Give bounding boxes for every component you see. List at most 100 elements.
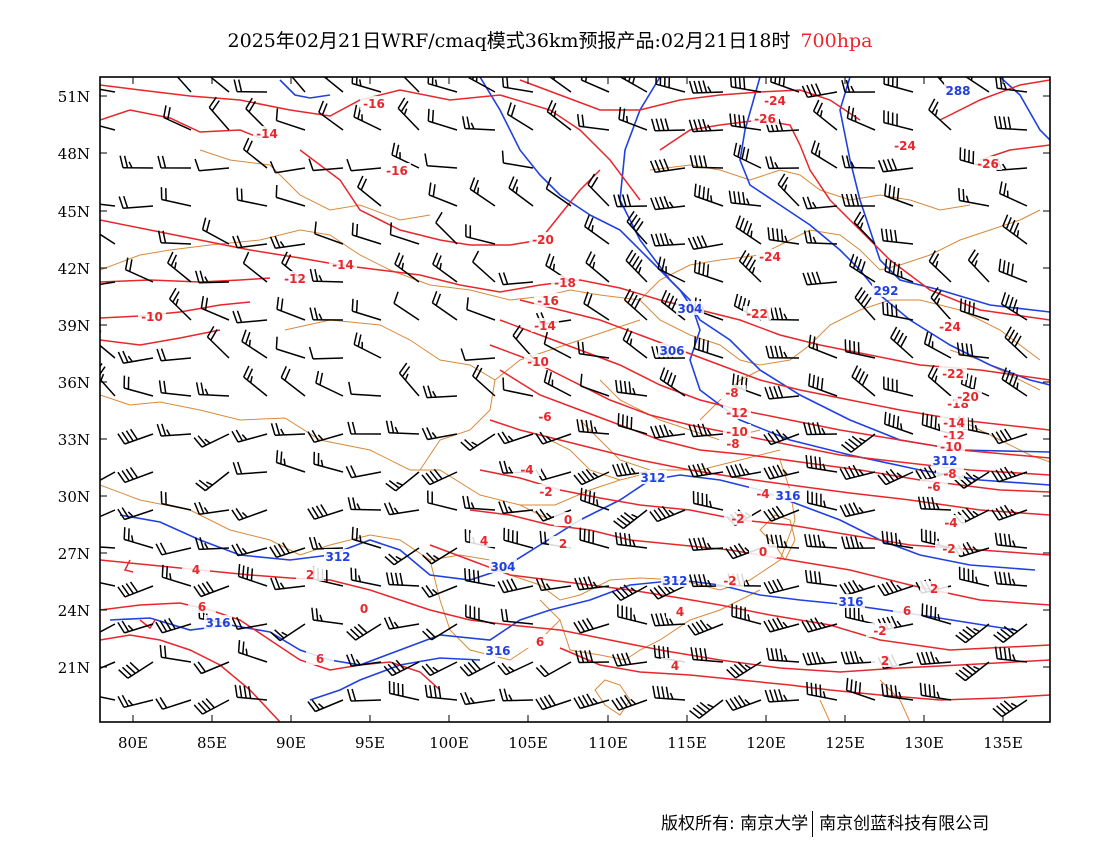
wind-barb xyxy=(763,617,800,633)
temperature-label-bg xyxy=(549,536,577,550)
temperature-label: 0 xyxy=(759,545,767,559)
temperature-label-bg xyxy=(554,512,582,526)
height-contour xyxy=(119,474,1036,581)
wind-barb xyxy=(802,651,838,666)
wind-barb xyxy=(308,536,344,550)
wind-barb xyxy=(615,379,648,397)
wind-barb xyxy=(309,307,344,321)
wind-barb xyxy=(841,433,876,453)
wind-barb xyxy=(655,77,686,93)
wind-barb xyxy=(432,252,458,283)
wind-barb xyxy=(765,345,800,359)
lon-tick-label: 80E xyxy=(118,734,148,752)
lon-tick-label: 100E xyxy=(429,734,469,752)
height-label-bg xyxy=(658,343,686,357)
wind-barb xyxy=(937,77,952,93)
height-label-bg xyxy=(676,301,704,315)
wind-barb xyxy=(498,500,534,514)
wind-barb xyxy=(1004,326,1028,359)
wind-barb xyxy=(1002,214,1028,245)
lon-tick-label: 95E xyxy=(355,734,385,752)
wind-barb xyxy=(421,427,458,441)
wind-barb xyxy=(803,230,838,245)
wind-barb xyxy=(729,113,762,131)
temperature-label: -14 xyxy=(943,416,965,430)
wind-barb xyxy=(884,258,914,283)
temperature-label-bg xyxy=(937,439,965,453)
temperature-label: -4 xyxy=(520,463,533,477)
wind-barb xyxy=(625,249,648,283)
wind-barb xyxy=(731,603,762,625)
wind-barb xyxy=(650,612,686,627)
isotherm xyxy=(489,344,1050,476)
wind-barb xyxy=(622,328,648,359)
temperature-label-bg xyxy=(751,111,779,125)
wind-barb xyxy=(397,97,420,131)
wind-barb xyxy=(497,578,534,594)
wind-barb xyxy=(617,604,648,625)
wind-barb xyxy=(688,423,724,438)
temperature-label-bg xyxy=(383,163,411,177)
temperature-label-bg xyxy=(749,544,777,558)
wind-barb xyxy=(123,375,154,397)
wind-barb xyxy=(159,644,192,663)
temperature-label: -16 xyxy=(386,164,408,178)
wind-barb xyxy=(623,288,648,321)
height-label-bg xyxy=(872,283,900,297)
height-label: 288 xyxy=(945,84,970,98)
wind-barb xyxy=(465,604,496,625)
temperature-label: -14 xyxy=(332,258,354,272)
temperature-label: -2 xyxy=(873,624,886,638)
wind-barb xyxy=(765,534,800,549)
temperature-label: 6 xyxy=(316,652,324,666)
wind-barb xyxy=(959,298,990,321)
wind-barb xyxy=(764,689,800,703)
height-contour xyxy=(999,77,1050,141)
temperature-label-bg xyxy=(716,573,744,587)
wind-barb xyxy=(545,253,572,283)
temperature-label-bg xyxy=(306,651,334,665)
wind-barb xyxy=(347,497,382,511)
wind-barb xyxy=(157,230,192,245)
wind-barb xyxy=(613,194,648,208)
isotherm xyxy=(100,634,281,722)
wind-barb xyxy=(612,462,648,477)
lon-tick-label: 85E xyxy=(197,734,227,752)
temperature-label-bg xyxy=(935,541,963,555)
height-label: 292 xyxy=(873,284,898,298)
temperature-label-bg xyxy=(940,428,968,442)
wind-barb xyxy=(307,430,344,444)
wind-barb xyxy=(803,422,838,436)
temperature-label-bg xyxy=(661,658,689,672)
lon-tick-label: 120E xyxy=(746,734,786,752)
temperature-label: -26 xyxy=(977,157,999,171)
wind-barb xyxy=(890,326,914,359)
wind-barb xyxy=(841,155,876,169)
wind-barb xyxy=(422,385,458,399)
temperature-label: -22 xyxy=(746,307,768,321)
lon-tick-label: 110E xyxy=(588,734,628,752)
wind-barb xyxy=(435,211,458,245)
isotherm xyxy=(100,602,441,691)
wind-barb xyxy=(117,581,154,598)
wind-barb xyxy=(118,195,154,210)
wind-barb xyxy=(994,115,1028,131)
wind-barb xyxy=(157,155,192,169)
height-contour xyxy=(309,657,481,701)
wind-barb xyxy=(422,547,458,565)
temperature-label-bg xyxy=(350,601,378,615)
wind-barb xyxy=(880,228,914,245)
wind-barb xyxy=(626,210,648,245)
isotherm xyxy=(100,301,251,319)
copyright-right: 南京创蓝科技有限公司 xyxy=(819,814,990,834)
wind-barb xyxy=(156,423,192,437)
temperature-label: -8 xyxy=(943,467,956,481)
temperature-label: -24 xyxy=(764,94,786,108)
wind-barb xyxy=(765,156,800,170)
wind-barb xyxy=(313,451,344,473)
wind-barb xyxy=(546,99,572,131)
wind-barb xyxy=(459,659,496,677)
wind-barb xyxy=(385,420,420,435)
wind-barb xyxy=(383,659,420,677)
wind-barb xyxy=(806,490,838,511)
